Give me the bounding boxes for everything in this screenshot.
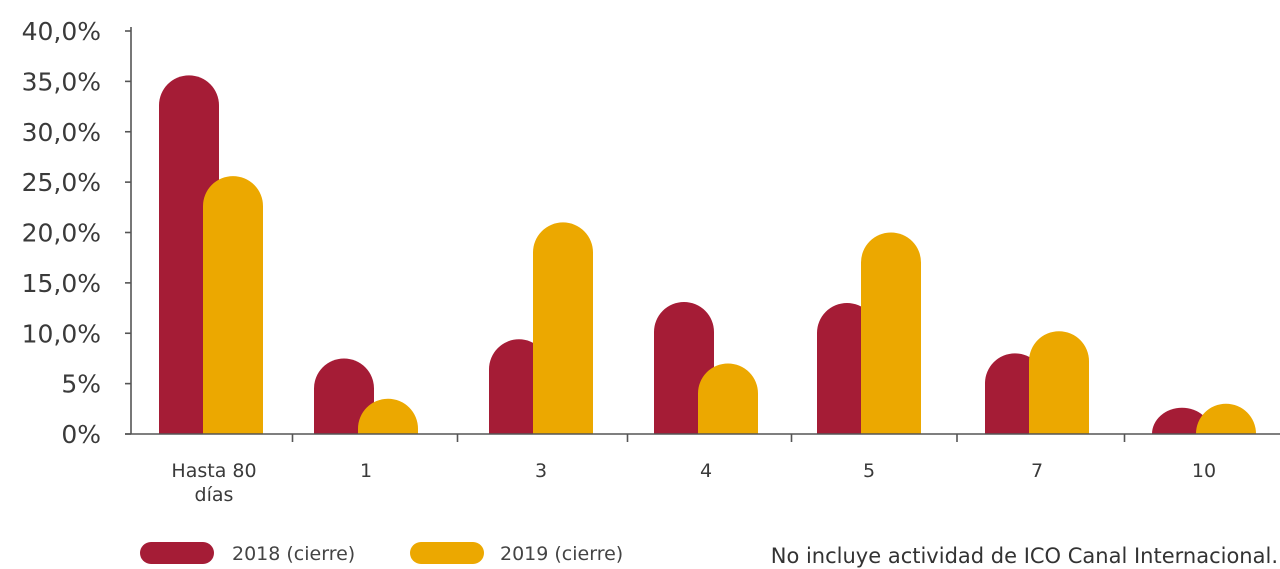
legend-swatch-2019: [410, 542, 484, 564]
chart-note: No incluye actividad de ICO Canal Intern…: [771, 544, 1278, 568]
x-category-label: 7: [1031, 460, 1043, 482]
y-tick-label: 30,0%: [22, 118, 101, 147]
y-tick-label: 15,0%: [22, 269, 101, 298]
legend-label-2019: 2019 (cierre): [500, 543, 623, 565]
x-category-label-line: Hasta 80: [171, 460, 256, 482]
bar-2019-0: [203, 176, 263, 434]
y-tick-label: 20,0%: [22, 219, 101, 248]
x-category-label: 5: [863, 460, 875, 482]
x-category-label: 10: [1192, 460, 1216, 482]
y-tick-label: 25,0%: [22, 168, 101, 197]
bar-2018-1: [314, 358, 374, 434]
x-category-label-line: 7: [1031, 460, 1043, 482]
y-tick-label: 35,0%: [22, 67, 101, 96]
x-category-label-line: 4: [700, 460, 712, 482]
bar-2019-1: [358, 398, 418, 434]
bar-2019-4: [861, 232, 921, 434]
x-category-label: 3: [535, 460, 547, 482]
bar-2019-2: [533, 222, 593, 434]
bar-2019-6: [1196, 403, 1256, 434]
x-category-label: 4: [700, 460, 712, 482]
x-category-label: 1: [360, 460, 372, 482]
bar-2019-3: [698, 363, 758, 434]
x-category-label-line: 1: [360, 460, 372, 482]
x-category-label-line: 3: [535, 460, 547, 482]
bars-group: [159, 75, 1256, 434]
axes-group: [125, 27, 1280, 442]
x-category-label-line: días: [195, 484, 234, 506]
y-tick-label: 0%: [61, 420, 101, 449]
y-tick-label: 40,0%: [22, 17, 101, 46]
x-category-label-line: 5: [863, 460, 875, 482]
legend-label-2018: 2018 (cierre): [232, 543, 355, 565]
x-category-label-line: 10: [1192, 460, 1216, 482]
legend: 2018 (cierre) 2019 (cierre): [140, 542, 623, 565]
bar-2019-5: [1029, 331, 1089, 434]
y-tick-labels: 0% 5% 10,0% 15,0% 20,0% 25,0% 30,0% 35,0% 40,0%: [22, 17, 101, 449]
legend-swatch-2018: [140, 542, 214, 564]
y-tick-label: 10,0%: [22, 319, 101, 348]
y-tick-label: 5%: [61, 370, 101, 399]
x-category-label: Hasta 80 días: [171, 460, 256, 506]
x-category-labels: Hasta 80 días 1 3 4 5 7 10: [171, 460, 1216, 506]
